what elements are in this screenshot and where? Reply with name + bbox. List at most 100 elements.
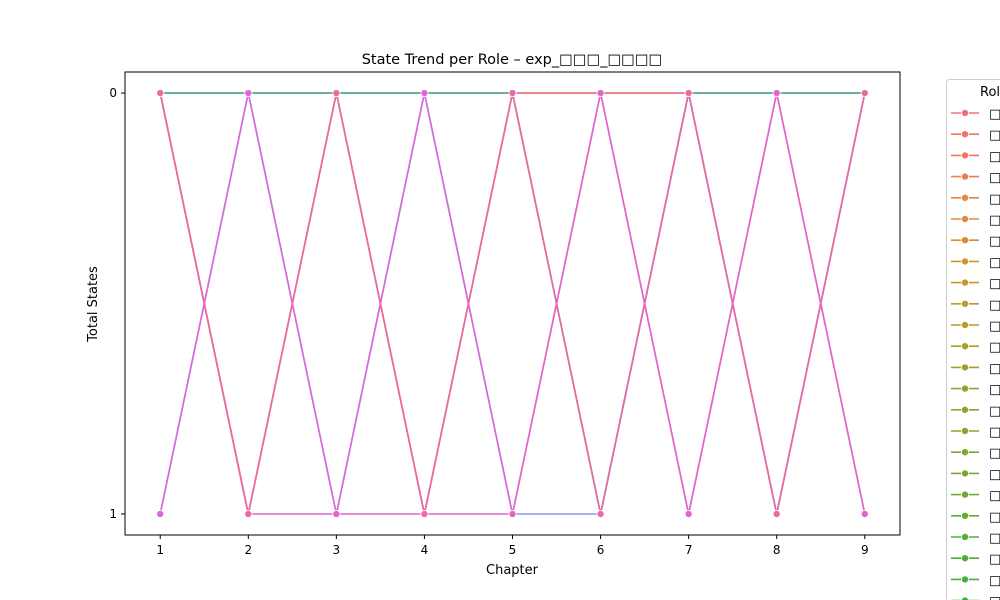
legend-marker [961, 257, 970, 266]
legend-marker [961, 109, 970, 118]
legend-entry: □ [951, 213, 1000, 228]
data-point [244, 509, 253, 518]
legend-label: □ [989, 319, 1000, 334]
legend-label: □ [989, 149, 1000, 164]
legend-marker [961, 172, 970, 181]
legend-label: □ [989, 383, 1000, 398]
x-tick-label: 2 [244, 543, 252, 557]
series-6 [156, 89, 869, 518]
plot-area-frame [124, 71, 901, 536]
data-point [508, 509, 517, 518]
legend-label: □ [989, 277, 1000, 292]
legend-entry: □ [951, 277, 1000, 292]
legend-label: □ [989, 595, 1000, 600]
x-tick-label: 1 [156, 543, 164, 557]
legend-label: □ [989, 467, 1000, 482]
legend-label: □ [989, 573, 1000, 588]
legend-label: □ [989, 128, 1000, 143]
legend-entry: □ [951, 595, 1000, 600]
legend-label: □ [989, 213, 1000, 228]
data-point [596, 89, 605, 98]
data-point [332, 89, 341, 98]
legend-entry: □ [951, 489, 1000, 504]
legend-entry: □ [951, 361, 1000, 376]
legend-entry: □ [951, 425, 1000, 440]
legend-entry: □ [951, 510, 1000, 525]
legend-entry: □ [951, 149, 1000, 164]
series-line [159, 92, 866, 515]
data-point [860, 509, 869, 518]
legend-label: □ [989, 192, 1000, 207]
y-tick-label: 0 [109, 86, 117, 100]
series-7 [156, 89, 869, 518]
series-line [159, 92, 866, 515]
data-point [244, 89, 253, 98]
legend-title: Rol [980, 85, 1000, 100]
data-point [772, 89, 781, 98]
legend-entry: □ [951, 171, 1000, 186]
legend-marker [961, 151, 970, 160]
x-axis: 1 2 3 4 5 6 7 8 9 [156, 535, 869, 557]
x-tick-label: 9 [861, 543, 869, 557]
legend-label: □ [989, 446, 1000, 461]
x-tick-label: 6 [597, 543, 605, 557]
series-line [159, 92, 866, 515]
data-point [156, 89, 165, 98]
legend-marker [961, 448, 970, 457]
data-point [684, 509, 693, 518]
data-point [420, 509, 429, 518]
legend-label: □ [989, 552, 1000, 567]
chart-title: State Trend per Role – exp_□□□_□□□□ [362, 52, 663, 68]
data-point [684, 89, 693, 98]
data-point [860, 89, 869, 98]
legend-label: □ [989, 489, 1000, 504]
legend-label: □ [989, 425, 1000, 440]
legend-entry: □ [951, 255, 1000, 270]
legend-marker [961, 596, 969, 600]
data-point [772, 509, 781, 518]
legend-marker [961, 533, 970, 542]
legend-label: □ [989, 361, 1000, 376]
series-1 [156, 89, 869, 518]
x-tick-label: 5 [509, 543, 517, 557]
legend-label: □ [989, 340, 1000, 355]
series-8 [156, 89, 869, 518]
x-tick-label: 7 [685, 543, 693, 557]
legend-entry: □ [951, 531, 1000, 546]
legend-entry: □ [951, 404, 1000, 419]
legend-entry: □ [951, 467, 1000, 482]
legend-marker [961, 490, 970, 499]
legend-marker [961, 130, 970, 139]
legend-entry: □ [951, 319, 1000, 334]
legend-marker [961, 469, 970, 478]
x-tick-label: 8 [773, 543, 781, 557]
series-line [159, 92, 866, 515]
legend-entry: □ [951, 446, 1000, 461]
y-axis-label: Total States [86, 266, 101, 343]
data-point [420, 89, 429, 98]
series-line [159, 92, 866, 515]
legend-marker [961, 575, 970, 584]
legend-marker [961, 320, 970, 329]
legend-entry: □ [951, 573, 1000, 588]
legend-entry: □ [951, 234, 1000, 249]
legend-frame [946, 79, 1000, 600]
legend-label: □ [989, 171, 1000, 186]
legend-entry: □ [951, 107, 1000, 122]
legend-label: □ [989, 298, 1000, 313]
legend-label: □ [989, 510, 1000, 525]
legend-entry: □ [951, 192, 1000, 207]
legend: Rol □ □ □ □ □ □ □ □ □ □ □ □ □ □ □ □ □ □ □ □ □ □ □ □ [946, 79, 1000, 600]
series-3 [156, 89, 869, 518]
legend-marker [961, 299, 970, 308]
legend-entry: □ [951, 298, 1000, 313]
legend-marker [961, 384, 970, 393]
legend-marker [961, 214, 970, 223]
legend-marker [961, 405, 970, 414]
legend-marker [961, 236, 970, 245]
series-5 [156, 89, 869, 518]
y-tick-label: 1 [109, 507, 117, 521]
legend-marker [961, 193, 970, 202]
series-4 [156, 89, 869, 518]
